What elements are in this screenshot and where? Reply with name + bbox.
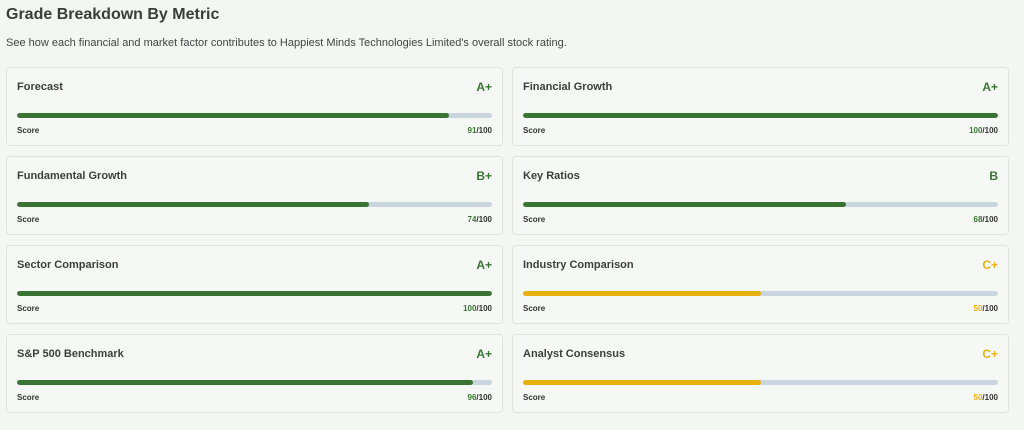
metric-grade: A+: [982, 80, 998, 94]
score-fill: [523, 113, 998, 118]
metric-grade: C+: [982, 347, 998, 361]
metric-grid: Forecast A+ Score 91/100 Financial Growt…: [6, 67, 1009, 413]
score-label: Score: [523, 393, 546, 402]
score-track: [523, 202, 998, 207]
score-number: 100: [969, 126, 983, 135]
metric-grade: A+: [476, 347, 492, 361]
metric-name: Forecast: [17, 81, 63, 93]
score-label: Score: [17, 215, 40, 224]
score-value: 100/100: [969, 126, 998, 135]
score-track: [523, 291, 998, 296]
score-fill: [523, 291, 761, 296]
score-max: /100: [982, 393, 998, 402]
score-fill: [17, 113, 450, 118]
score-max: /100: [476, 393, 492, 402]
score-fill: [17, 380, 473, 385]
score-number: 91: [467, 126, 477, 135]
metric-name: Key Ratios: [523, 170, 580, 182]
metric-grade: B+: [476, 169, 492, 183]
score-fill: [523, 202, 846, 207]
score-track: [17, 202, 492, 207]
section-title: Grade Breakdown By Metric: [6, 6, 220, 23]
metric-name: S&P 500 Benchmark: [17, 348, 124, 360]
score-label: Score: [523, 126, 546, 135]
score-label: Score: [523, 215, 546, 224]
metric-name: Sector Comparison: [17, 259, 119, 271]
score-value: 68/100: [974, 215, 998, 224]
metric-card-sector-comparison: Sector Comparison A+ Score 100/100: [6, 245, 503, 324]
metric-name: Analyst Consensus: [523, 348, 626, 360]
score-fill: [17, 291, 492, 296]
metric-card-analyst-consensus: Analyst Consensus C+ Score 50/100: [512, 334, 1009, 413]
metric-grade: C+: [982, 258, 998, 272]
metric-card-key-ratios: Key Ratios B Score 68/100: [512, 156, 1009, 235]
score-max: /100: [982, 126, 998, 135]
metric-grade: A+: [476, 258, 492, 272]
metric-card-forecast: Forecast A+ Score 91/100: [6, 67, 503, 146]
metric-card-sp500-benchmark: S&P 500 Benchmark A+ Score 96/100: [6, 334, 503, 413]
metric-card-fundamental-growth: Fundamental Growth B+ Score 74/100: [6, 156, 503, 235]
score-label: Score: [523, 304, 546, 313]
score-label: Score: [17, 126, 40, 135]
score-track: [17, 380, 492, 385]
score-track: [17, 291, 492, 296]
metric-name: Industry Comparison: [523, 259, 634, 271]
score-number: 74: [467, 215, 477, 224]
metric-card-financial-growth: Financial Growth A+ Score 100/100: [512, 67, 1009, 146]
metric-card-industry-comparison: Industry Comparison C+ Score 50/100: [512, 245, 1009, 324]
score-number: 50: [973, 304, 983, 313]
score-number: 100: [463, 304, 477, 313]
score-track: [523, 380, 998, 385]
metric-name: Fundamental Growth: [17, 170, 127, 182]
score-value: 50/100: [974, 393, 998, 402]
score-max: /100: [982, 304, 998, 313]
section-subtitle: See how each financial and market factor…: [6, 37, 567, 49]
metric-grade: A+: [476, 80, 492, 94]
score-value: 50/100: [974, 304, 998, 313]
score-value: 91/100: [468, 126, 492, 135]
score-max: /100: [476, 215, 492, 224]
score-label: Score: [17, 304, 40, 313]
score-label: Score: [17, 393, 40, 402]
metric-grade: B: [989, 169, 998, 183]
score-number: 68: [973, 215, 983, 224]
score-fill: [17, 202, 369, 207]
score-max: /100: [476, 304, 492, 313]
score-fill: [523, 380, 761, 385]
metric-name: Financial Growth: [523, 81, 613, 93]
score-track: [523, 113, 998, 118]
score-value: 96/100: [468, 393, 492, 402]
score-value: 100/100: [463, 304, 492, 313]
score-value: 74/100: [468, 215, 492, 224]
score-track: [17, 113, 492, 118]
score-number: 96: [467, 393, 477, 402]
score-max: /100: [982, 215, 998, 224]
score-number: 50: [973, 393, 983, 402]
score-max: /100: [476, 126, 492, 135]
